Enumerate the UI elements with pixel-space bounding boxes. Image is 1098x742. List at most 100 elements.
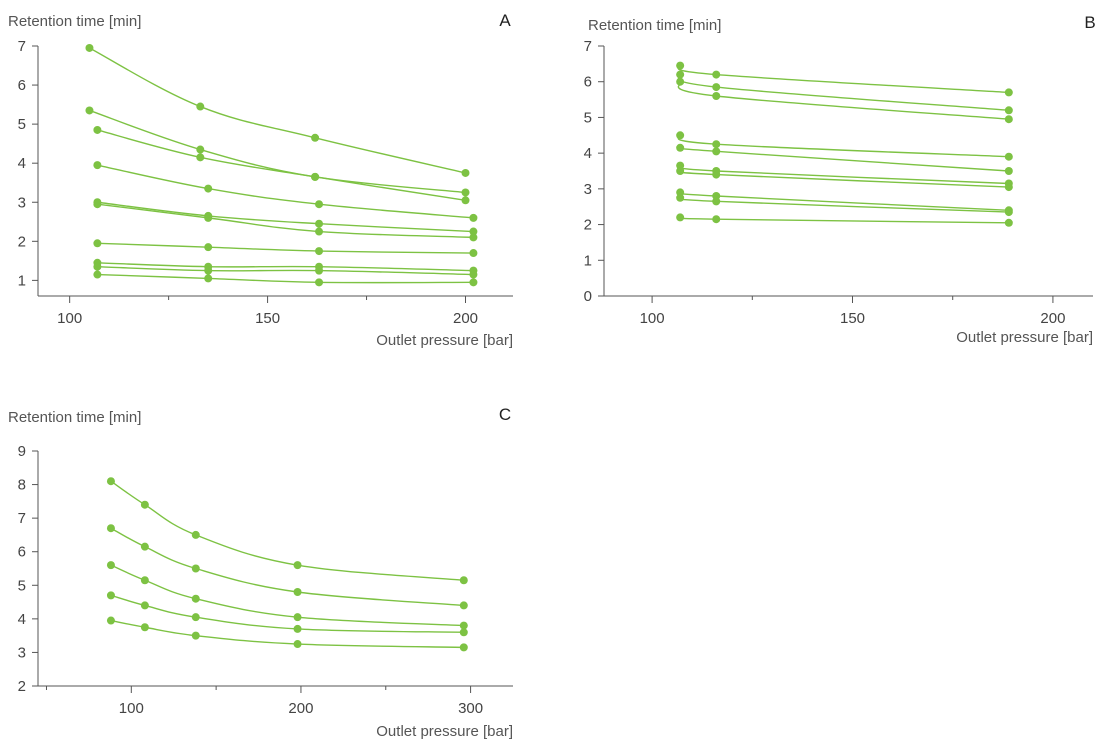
data-point (191, 613, 200, 622)
series-line-4 (97, 164, 474, 219)
data-point (1004, 183, 1013, 192)
data-point (676, 70, 685, 79)
data-point (293, 640, 302, 649)
data-point (461, 188, 470, 197)
data-point (459, 601, 468, 610)
y-tick-label: 6 (18, 77, 26, 94)
series-line-7 (677, 170, 1009, 188)
x-tick-label: 200 (1040, 310, 1065, 327)
data-point (676, 143, 685, 152)
series-line-1 (110, 480, 464, 581)
y-tick-label: 4 (18, 611, 26, 628)
data-point (469, 278, 478, 287)
data-point (676, 131, 685, 140)
panel-label: A (499, 11, 511, 30)
data-point (459, 576, 468, 585)
series-line-9 (97, 266, 474, 276)
x-tick-label: 150 (840, 310, 865, 327)
series-line-2 (89, 109, 466, 194)
data-point (1004, 218, 1013, 227)
data-point (293, 613, 302, 622)
data-point (311, 133, 320, 142)
data-point (459, 621, 468, 630)
data-point (315, 219, 324, 228)
data-point (315, 278, 324, 287)
data-point (676, 193, 685, 202)
data-point (712, 147, 721, 156)
data-point (106, 561, 115, 570)
data-point (196, 145, 205, 154)
y-tick-label: 4 (18, 155, 26, 172)
x-tick-label: 300 (458, 700, 483, 717)
data-point (712, 140, 721, 149)
panel-label: B (1084, 13, 1095, 32)
data-point (191, 631, 200, 640)
series-line-5 (110, 619, 464, 649)
data-point (93, 125, 102, 134)
y-axis-title: Retention time [min] (588, 17, 721, 34)
data-point (204, 213, 213, 222)
y-tick-label: 7 (18, 38, 26, 55)
data-point (712, 170, 721, 179)
series-line-2 (677, 73, 1009, 111)
data-point (85, 106, 94, 115)
series-line-1 (89, 47, 466, 174)
y-axis-title: Retention time [min] (8, 409, 141, 426)
data-point (1004, 167, 1013, 175)
data-point (140, 542, 149, 551)
y-tick-label: 6 (18, 544, 26, 561)
x-tick-label: 100 (640, 310, 665, 327)
data-point (140, 576, 149, 585)
data-point (1004, 88, 1013, 97)
data-point (293, 588, 302, 596)
data-point (106, 477, 115, 486)
data-point (1004, 152, 1013, 161)
series-line-3 (110, 564, 464, 627)
data-point (1004, 208, 1013, 217)
data-point (140, 601, 149, 610)
data-point (311, 172, 320, 181)
series-line-6 (97, 203, 474, 239)
x-axis-title: Outlet pressure [bar] (376, 723, 513, 740)
data-point (204, 184, 213, 193)
data-point (712, 83, 721, 92)
data-point (469, 227, 478, 236)
y-tick-label: 2 (18, 678, 26, 695)
data-point (106, 616, 115, 625)
series-line-10 (677, 216, 1009, 224)
data-point (315, 247, 324, 256)
data-point (93, 262, 102, 271)
y-tick-label: 1 (18, 272, 26, 289)
series-line-9 (677, 197, 1009, 213)
data-point (140, 500, 149, 509)
data-point (93, 270, 102, 279)
data-point (315, 227, 324, 236)
data-point (315, 200, 324, 209)
y-tick-label: 5 (18, 116, 26, 133)
data-point (191, 594, 200, 603)
y-tick-label: 7 (584, 38, 592, 55)
data-point (204, 243, 213, 252)
series-line-4 (677, 134, 1009, 158)
y-tick-label: 5 (584, 109, 592, 126)
data-point (85, 43, 94, 52)
data-point (93, 239, 102, 248)
x-tick-label: 100 (119, 700, 144, 717)
data-point (315, 266, 324, 275)
series-line-3 (677, 81, 1009, 120)
chart-panel-a: 1 2 3 4 5 6 7 100 150 200 Retention time [min] Outl… (8, 11, 513, 349)
chart-panel-b: 0 1 2 3 4 5 6 7 100 150 200 Retention time [min] Out… (584, 13, 1096, 346)
series-line-2 (110, 527, 464, 607)
data-point (191, 530, 200, 539)
data-point (196, 153, 205, 162)
y-tick-label: 7 (18, 510, 26, 527)
y-tick-label: 0 (584, 288, 592, 305)
data-point (293, 624, 302, 633)
data-point (676, 77, 685, 86)
y-tick-label: 9 (18, 443, 26, 460)
series-line-5 (677, 147, 1009, 172)
data-point (461, 196, 470, 205)
series-line-8 (97, 262, 474, 272)
data-point (204, 266, 213, 275)
